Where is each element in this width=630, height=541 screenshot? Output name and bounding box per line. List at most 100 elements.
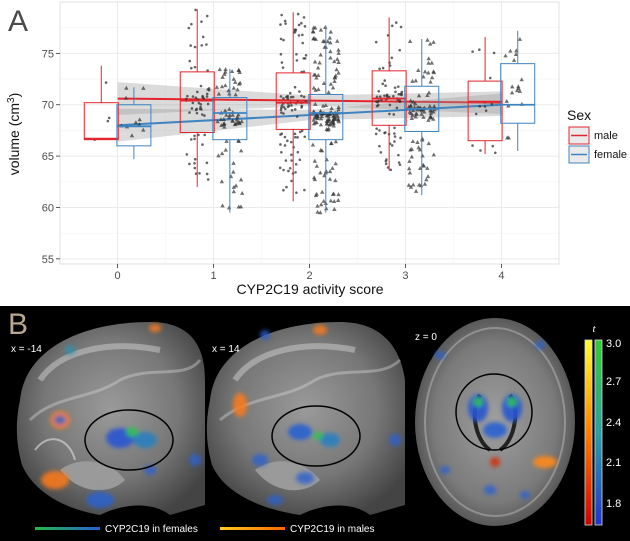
point-female	[424, 177, 429, 182]
point-female	[413, 101, 418, 106]
point-female	[505, 135, 510, 140]
point-female	[316, 73, 321, 77]
point-female	[230, 112, 235, 117]
point-male	[199, 84, 203, 88]
point-female	[428, 41, 433, 46]
point-male	[289, 95, 293, 99]
point-female	[233, 79, 238, 84]
panel-a-letter: A	[8, 5, 28, 38]
point-female	[129, 133, 135, 138]
point-female	[234, 121, 240, 126]
point-female	[227, 112, 232, 117]
point-male	[302, 95, 306, 99]
x-axis-title: CYP2C19 activity score	[236, 281, 383, 297]
trend-band-female	[117, 93, 502, 142]
x-tick-label-3: 3	[402, 270, 408, 282]
point-male	[279, 95, 283, 98]
box-iqr	[275, 72, 311, 130]
point-female	[312, 25, 318, 30]
point-female	[318, 27, 324, 32]
point-female	[312, 59, 318, 64]
point-male	[286, 139, 289, 143]
point-male	[197, 133, 200, 137]
point-male	[193, 65, 197, 69]
point-female	[414, 111, 419, 116]
point-male	[303, 57, 307, 60]
point-female	[429, 60, 435, 65]
point-female	[318, 108, 323, 113]
point-female	[220, 203, 225, 208]
point-male	[302, 70, 306, 73]
point-female	[328, 29, 334, 34]
point-male	[282, 168, 285, 172]
point-female	[428, 79, 433, 84]
point-female	[406, 166, 412, 171]
point-female	[318, 210, 323, 215]
point-female	[422, 109, 427, 114]
point-female	[330, 85, 336, 90]
point-male	[381, 82, 385, 86]
point-male	[283, 144, 287, 147]
point-male	[303, 25, 307, 28]
point-female	[223, 83, 228, 88]
point-male	[294, 170, 297, 174]
point-male	[297, 23, 301, 27]
point-male	[282, 97, 285, 100]
point-female	[319, 202, 324, 207]
point-female	[413, 78, 419, 83]
point-female	[222, 71, 227, 76]
point-male	[395, 106, 399, 110]
point-female	[428, 108, 433, 113]
point-female	[227, 106, 232, 111]
point-male	[300, 94, 303, 98]
point-male	[205, 92, 209, 96]
point-male	[282, 105, 286, 109]
point-male	[397, 92, 401, 96]
colorbar-tick-4: 2.1	[606, 457, 621, 469]
point-female	[324, 121, 329, 126]
point-male	[300, 21, 303, 25]
point-male	[295, 52, 298, 56]
point-male	[389, 168, 393, 172]
point-male	[393, 132, 396, 135]
y-tick-label-0: 55	[42, 254, 54, 266]
point-female	[315, 65, 321, 70]
point-female	[408, 98, 413, 103]
point-female	[411, 108, 416, 113]
point-female	[220, 74, 225, 79]
point-female	[310, 29, 316, 34]
point-female	[335, 113, 340, 118]
legend: Sex male female	[567, 107, 627, 164]
colorbar-tick-2: 2.7	[606, 376, 621, 388]
point-female	[231, 85, 236, 90]
point-female	[335, 198, 341, 202]
point-male	[488, 76, 492, 80]
point-male	[293, 31, 296, 34]
colorbar-female	[594, 339, 603, 526]
point-female	[416, 182, 422, 187]
point-male	[201, 143, 204, 146]
point-female	[231, 169, 236, 174]
y-axis-ticks: 55 60 65 70 75	[42, 48, 60, 266]
point-female	[223, 67, 228, 72]
point-female	[231, 160, 236, 165]
point-female	[240, 190, 245, 195]
point-female	[332, 59, 337, 64]
point-male	[304, 53, 308, 57]
point-female	[314, 75, 319, 80]
point-female	[406, 182, 412, 187]
point-male	[390, 144, 394, 147]
point-male	[383, 79, 387, 82]
point-male	[205, 95, 209, 98]
point-male	[106, 119, 110, 123]
point-male	[191, 95, 195, 98]
point-male	[294, 163, 298, 166]
point-male	[388, 112, 391, 116]
point-male	[397, 153, 400, 157]
point-male	[291, 95, 295, 99]
point-female	[329, 106, 334, 111]
point-male	[286, 105, 290, 109]
colorbar-tick-5: 1.8	[606, 498, 621, 510]
point-male	[189, 44, 192, 47]
box-female-0	[116, 87, 152, 160]
